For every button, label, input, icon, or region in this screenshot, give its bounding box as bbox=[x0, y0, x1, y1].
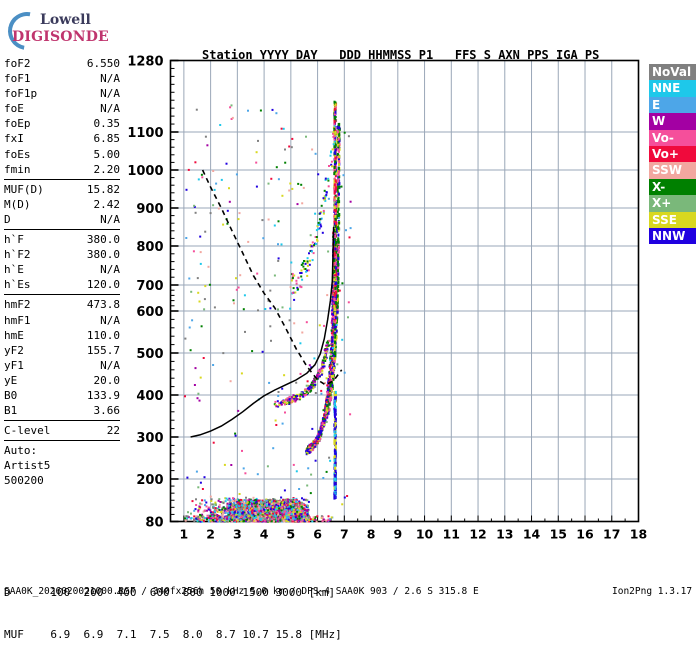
svg-text:4: 4 bbox=[260, 527, 269, 542]
svg-text:14: 14 bbox=[523, 527, 541, 542]
svg-text:17: 17 bbox=[603, 527, 620, 542]
svg-text:5: 5 bbox=[286, 527, 295, 542]
svg-text:800: 800 bbox=[136, 240, 163, 255]
muf-distance-table: D 100 200 400 600 800 1000 1500 3000 [km… bbox=[4, 558, 342, 656]
svg-text:3: 3 bbox=[233, 527, 242, 542]
svg-text:12: 12 bbox=[469, 527, 486, 542]
svg-text:300: 300 bbox=[136, 431, 163, 446]
svg-text:10: 10 bbox=[416, 527, 434, 542]
svg-text:80: 80 bbox=[145, 516, 163, 531]
svg-text:16: 16 bbox=[576, 527, 594, 542]
svg-text:11: 11 bbox=[443, 527, 460, 542]
plot-background bbox=[171, 61, 639, 522]
file-info-footer: SAA0K_2026020021000.RSF / 340fx256h 50 k… bbox=[4, 586, 479, 597]
svg-text:400: 400 bbox=[136, 389, 163, 404]
svg-text:500: 500 bbox=[136, 347, 163, 362]
svg-text:1000: 1000 bbox=[127, 164, 163, 179]
svg-text:1100: 1100 bbox=[127, 126, 163, 141]
svg-text:700: 700 bbox=[136, 279, 163, 294]
svg-text:15: 15 bbox=[550, 527, 567, 542]
software-version: Ion2Png 1.3.17 bbox=[612, 586, 692, 597]
svg-text:1: 1 bbox=[180, 527, 189, 542]
y-axis-tick-labels: 80 200 300 400 500 600 700 800 900 1000 1100 1280 bbox=[127, 55, 163, 531]
svg-text:2: 2 bbox=[206, 527, 215, 542]
svg-text:1280: 1280 bbox=[127, 55, 163, 70]
svg-text:200: 200 bbox=[136, 473, 163, 488]
svg-text:600: 600 bbox=[136, 305, 163, 320]
svg-text:7: 7 bbox=[340, 527, 349, 542]
svg-text:9: 9 bbox=[393, 527, 402, 542]
svg-text:13: 13 bbox=[496, 527, 513, 542]
svg-text:8: 8 bbox=[367, 527, 376, 542]
svg-text:6: 6 bbox=[313, 527, 322, 542]
svg-text:900: 900 bbox=[136, 202, 163, 217]
svg-text:18: 18 bbox=[630, 527, 647, 542]
muf-row-frequency: MUF 6.9 6.9 7.1 7.5 8.0 8.7 10.7 15.8 [M… bbox=[4, 628, 342, 642]
